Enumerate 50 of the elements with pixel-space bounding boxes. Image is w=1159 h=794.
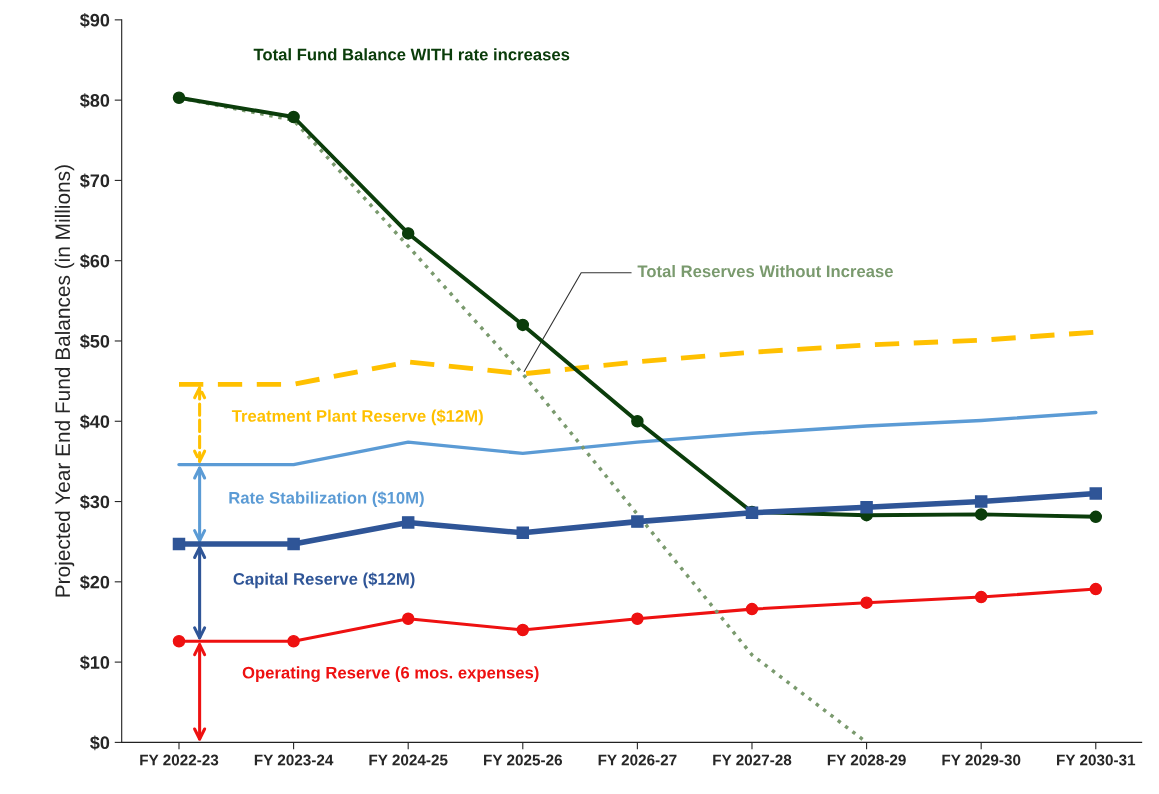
- x-tick-label: FY 2024-25: [369, 754, 448, 766]
- point: [974, 508, 988, 521]
- x-tick-label: FY 2028-29: [827, 754, 906, 766]
- point: [745, 602, 759, 616]
- x-tick-label: FY 2025-26: [484, 754, 563, 766]
- y-tick-label: $70: [80, 173, 110, 189]
- point: [631, 415, 644, 428]
- series-label: Rate Stabilization ($10M): [229, 491, 424, 508]
- point: [631, 612, 644, 626]
- point: [631, 515, 644, 528]
- y-tick-label: $20: [80, 574, 110, 590]
- x-tick-label: FY 2030-31: [1057, 754, 1136, 766]
- y-axis-title: Projected Year End Fund Balances (in Millions): [54, 165, 75, 597]
- y-tick-label: $60: [80, 253, 110, 269]
- x-tick-label: FY 2029-30: [942, 754, 1021, 766]
- point: [287, 110, 300, 124]
- point: [974, 590, 988, 604]
- series-label: Treatment Plant Reserve ($12M): [231, 409, 483, 426]
- point: [1089, 487, 1103, 500]
- x-tick-label: FY 2026-27: [598, 754, 677, 766]
- text: Total Reserves Without Increase: [637, 264, 893, 278]
- y-tick-label: $40: [80, 414, 110, 430]
- x-tick-label: FY 2023-24: [254, 754, 334, 766]
- point: [287, 634, 300, 648]
- point: [401, 227, 415, 240]
- point: [516, 623, 530, 637]
- point: [287, 537, 300, 551]
- point: [401, 516, 415, 529]
- y-tick-label: $10: [80, 655, 110, 670]
- series-label: Capital Reserve ($12M): [233, 572, 415, 589]
- point: [172, 634, 186, 648]
- y-tick-label: $50: [80, 334, 110, 349]
- point: [172, 91, 186, 104]
- y-tick-label: $30: [80, 494, 110, 510]
- text: Total Fund Balance WITH rate increases: [253, 48, 570, 61]
- point: [516, 318, 530, 332]
- point: [401, 612, 415, 626]
- point: [974, 495, 988, 508]
- x-tick-label: FY 2022-23: [140, 754, 219, 766]
- y-tick-label: $0: [90, 735, 110, 751]
- point: [172, 537, 186, 551]
- y-tick-label: $90: [80, 12, 110, 28]
- point: [860, 500, 873, 514]
- x-tick-label: FY 2027-28: [713, 754, 792, 766]
- point: [1089, 582, 1103, 596]
- series-label: Operating Reserve (6 mos. expenses): [242, 666, 539, 682]
- point: [860, 596, 873, 609]
- y-tick-label: $80: [80, 93, 110, 109]
- point: [516, 526, 530, 540]
- point: [1089, 510, 1103, 524]
